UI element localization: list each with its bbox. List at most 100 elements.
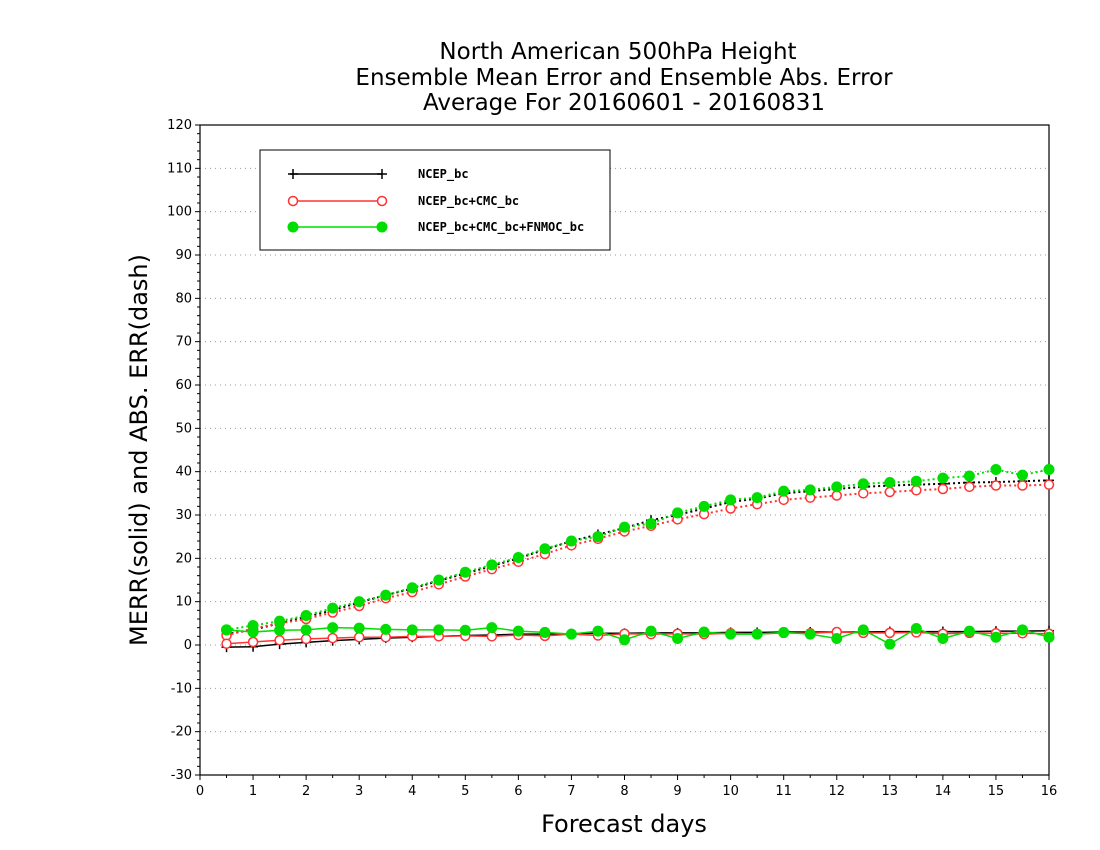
abs-err-point (751, 492, 763, 504)
abs-err-point (990, 480, 1002, 491)
legend: NCEP_bc NCEP_bc+CMC_bc NCEP_bc+CMC_bc+FNMO… (259, 149, 611, 251)
y-tick-label: 10 (175, 595, 192, 610)
merr-point (645, 625, 657, 637)
legend-label: NCEP_bc (418, 167, 469, 182)
x-tick-label: 10 (722, 784, 739, 799)
merr-point (698, 626, 710, 638)
abs-err-point (353, 596, 365, 608)
abs-err-point (672, 507, 684, 519)
merr-point (884, 638, 896, 650)
axis-ticks (195, 124, 1050, 780)
merr-point (990, 631, 1002, 643)
abs-err-point (698, 500, 710, 512)
merr-point (963, 625, 975, 637)
x-tick-label: 2 (302, 784, 310, 799)
series-1 (221, 479, 1055, 649)
merr-point (1043, 631, 1055, 643)
merr-point (486, 622, 498, 634)
abs-err-point (857, 478, 869, 490)
merr-point (433, 624, 445, 636)
merr-point (751, 628, 763, 640)
merr-point (539, 626, 551, 638)
abs-err-point (512, 551, 524, 563)
merr-point (274, 634, 285, 646)
abs-err-point (778, 494, 789, 506)
merr-point (725, 628, 737, 640)
y-tick-label: 40 (175, 465, 192, 480)
merr-point (831, 633, 843, 644)
y-tick-label: 60 (175, 378, 192, 393)
x-tick-label: 1 (249, 784, 257, 799)
x-tick-label: 4 (408, 784, 416, 799)
y-tick-label: 110 (167, 161, 192, 176)
y-tick-label: 120 (167, 118, 192, 133)
y-tick-label: 100 (167, 205, 192, 220)
y-tick-label: 70 (175, 335, 192, 350)
merr-line (226, 626, 1050, 645)
merr-point (1016, 624, 1028, 636)
y-tick-labels: -30 -20 -10 0 10 20 30 40 50 60 70 80 90 100 110 120 (167, 118, 192, 783)
abs-err-point (911, 485, 922, 496)
x-tick-label: 0 (196, 784, 204, 799)
legend-marker (377, 169, 387, 179)
abs-err-point (990, 464, 1002, 475)
abs-err-point (884, 477, 896, 488)
legend-marker (376, 195, 388, 207)
abs-err-point (459, 566, 471, 578)
x-tick-label: 5 (461, 784, 469, 799)
series (221, 464, 1055, 653)
x-tick-label: 11 (775, 784, 792, 799)
y-tick-label: -10 (171, 681, 192, 696)
merr-line (226, 631, 1050, 645)
merr-point (804, 628, 816, 640)
series-0 (221, 475, 1054, 653)
legend-marker (376, 221, 388, 233)
abs-err-point (433, 574, 445, 586)
abs-err-point (937, 472, 949, 484)
abs-err-point (300, 610, 312, 622)
merr-point (486, 631, 498, 642)
x-tick-label: 8 (620, 784, 628, 799)
abs-err-point (406, 582, 418, 594)
title-line-2: Ensemble Mean Error and Ensemble Abs. Er… (355, 65, 893, 91)
x-tick-label: 13 (882, 784, 899, 799)
y-tick-label: 30 (175, 508, 192, 523)
abs-err-point (539, 543, 551, 555)
y-tick-label: -20 (171, 725, 192, 740)
grid (200, 167, 1049, 733)
merr-point (672, 633, 684, 644)
title-line-3: Average For 20160601 - 20160831 (423, 90, 825, 116)
legend-marker (288, 169, 298, 179)
merr-point (619, 634, 630, 646)
merr-point (300, 624, 312, 636)
merr-point (300, 633, 312, 645)
x-tick-label: 14 (935, 784, 952, 799)
merr-point (221, 624, 233, 636)
abs-err-point (1043, 464, 1055, 475)
y-tick-label: 0 (184, 638, 192, 653)
merr-point (327, 632, 338, 644)
merr-point (274, 624, 286, 636)
legend-marker (287, 221, 299, 233)
abs-err-point (486, 559, 498, 571)
abs-err-point (910, 475, 922, 487)
abs-err-point (831, 490, 842, 501)
merr-point (592, 625, 604, 637)
chart-title: North American 500hPa Height Ensemble Me… (355, 39, 893, 116)
abs-err-point (778, 485, 790, 497)
y-axis-title: MERR(solid) and ABS. ERR(dash) (125, 254, 153, 646)
abs-err-point (565, 535, 577, 547)
abs-err-point (1043, 479, 1055, 490)
y-tick-label: 20 (175, 551, 192, 566)
title-line-1: North American 500hPa Height (439, 39, 796, 65)
abs-err-point (1017, 480, 1028, 491)
series-2 (221, 464, 1055, 650)
abs-err-point (937, 483, 949, 495)
merr-point (380, 623, 392, 635)
merr-point (221, 638, 232, 649)
abs-err-point (327, 602, 339, 614)
abs-err-point (884, 486, 896, 498)
y-tick-label: 90 (175, 248, 192, 263)
y-tick-label: 50 (175, 421, 192, 436)
abs-err-point (274, 615, 286, 627)
